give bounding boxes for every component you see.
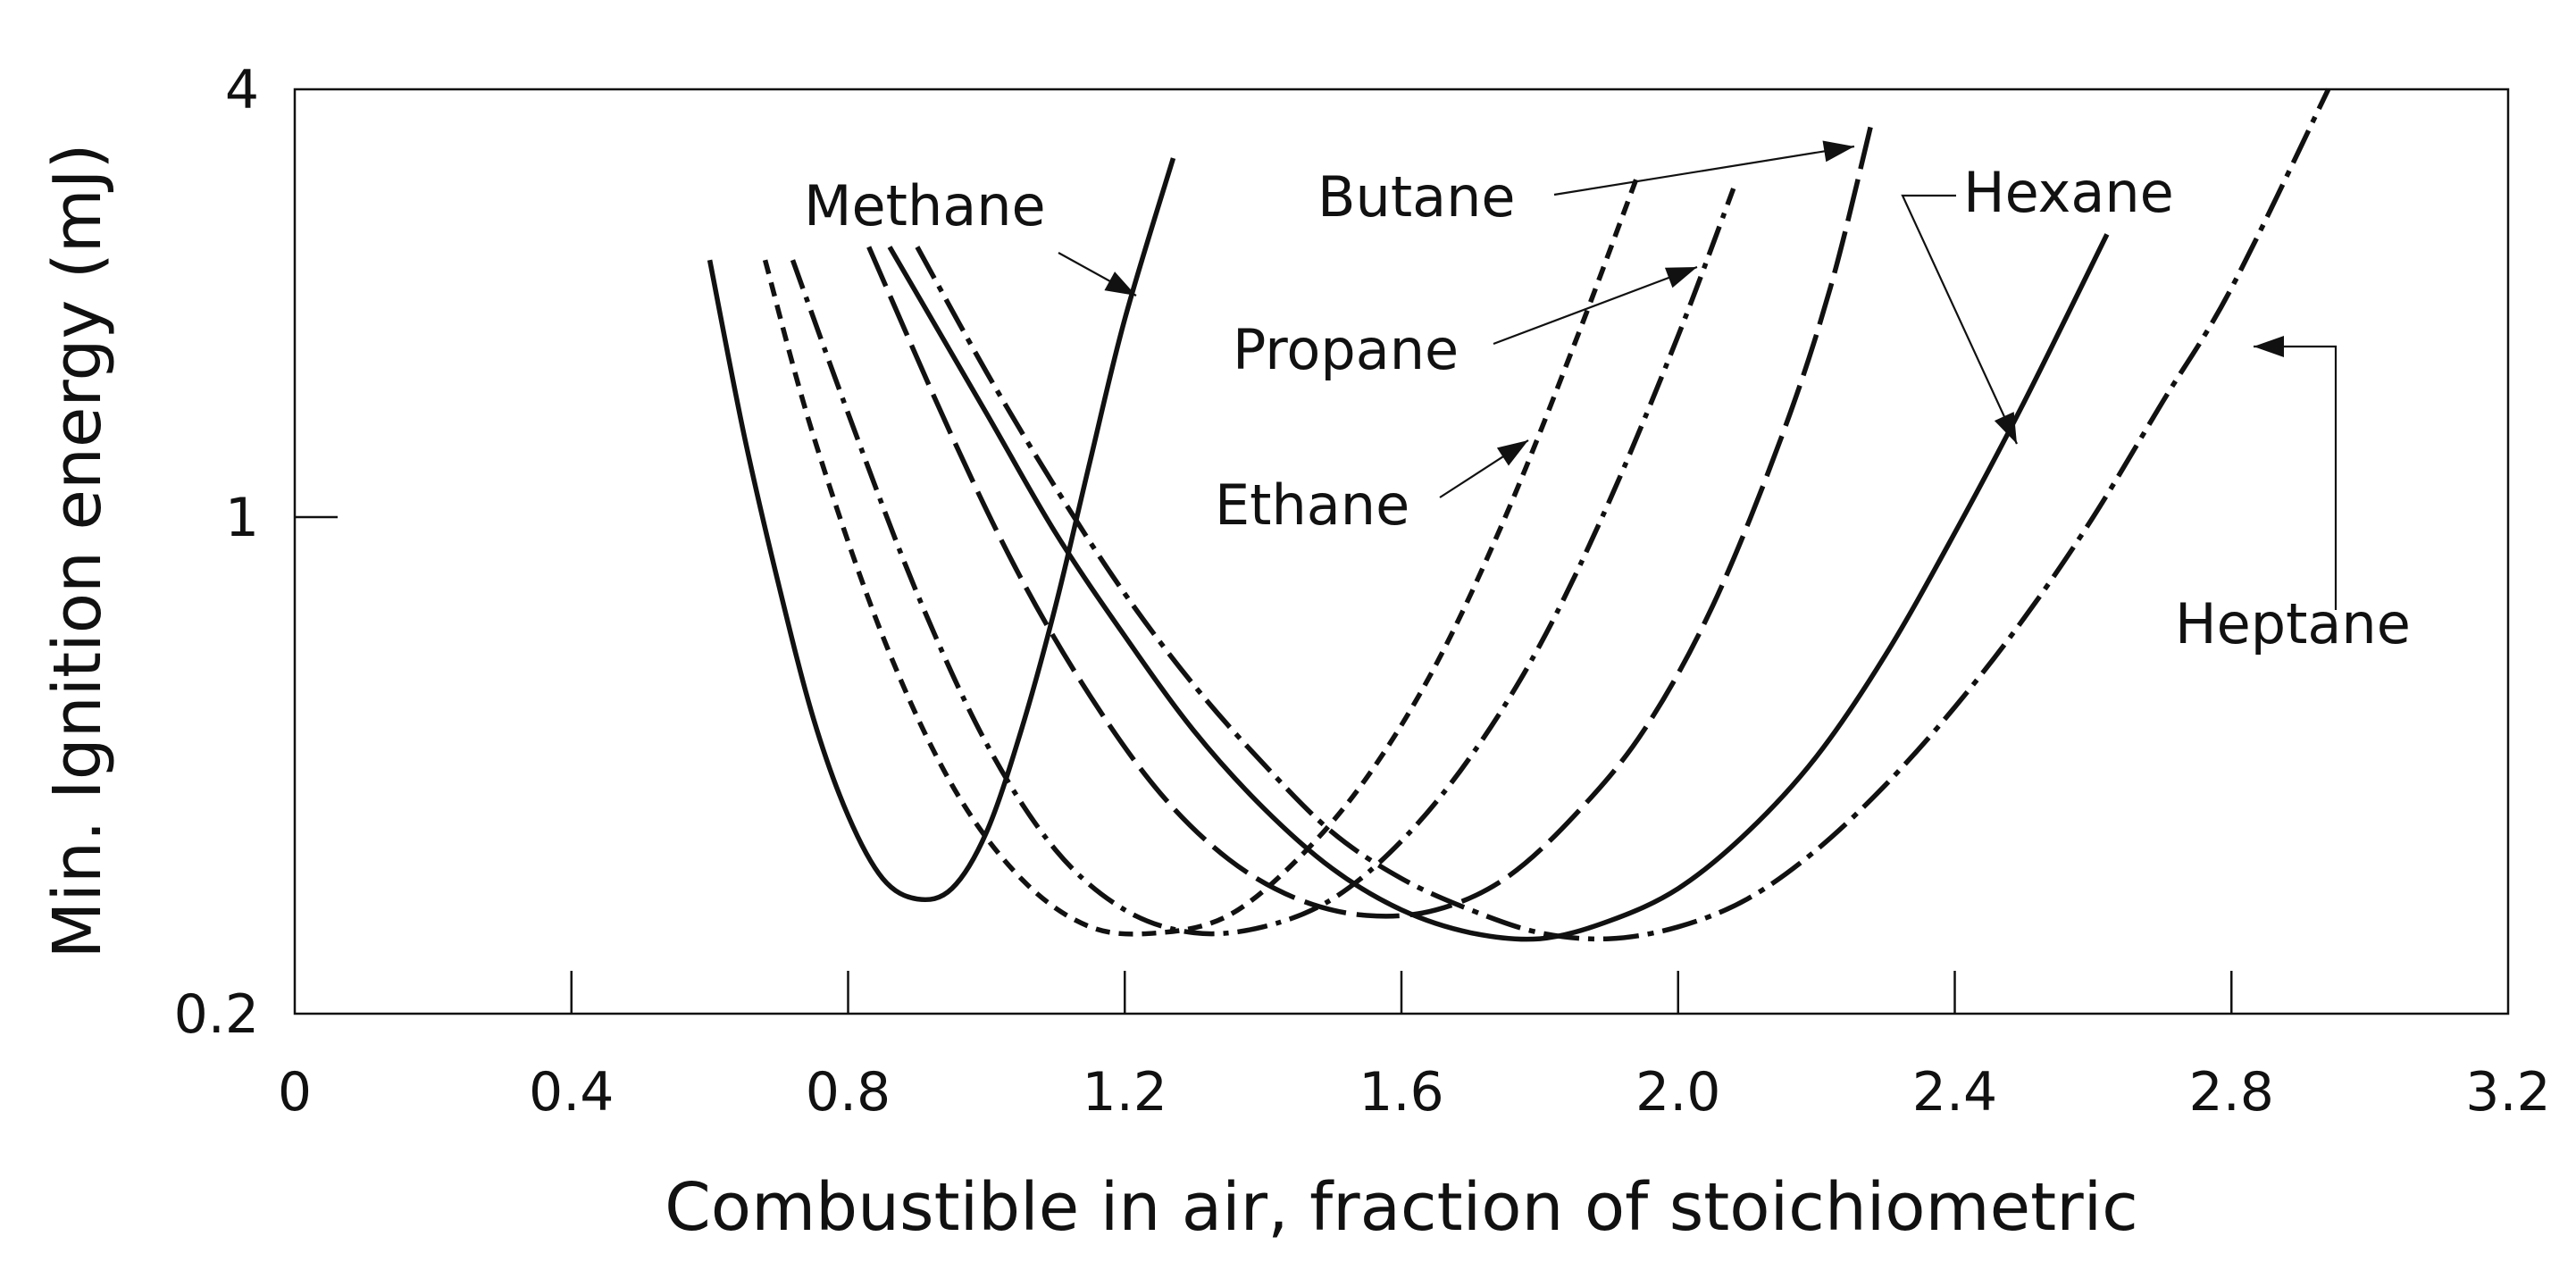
x-tick-label: 1.6 [1359, 1061, 1443, 1124]
series-line-methane [707, 157, 1176, 903]
series-label-propane: Propane [1233, 317, 1459, 382]
series-line-heptane [915, 88, 2331, 942]
y-axis-title: Min. Ignition energy (mJ) [39, 144, 116, 959]
series-line-propane [790, 188, 1736, 937]
x-tick-label: 3.2 [2465, 1061, 2550, 1124]
x-tick-label: 0.8 [806, 1061, 891, 1124]
leader-propane-arrowhead [1664, 267, 1697, 288]
leader-butane [1553, 145, 1855, 196]
x-tick-label: 2.0 [1635, 1061, 1720, 1124]
series-label-heptane: Heptane [2175, 591, 2411, 656]
leader-ethane-arrowhead [1496, 440, 1528, 466]
x-tick-label: 0 [278, 1061, 312, 1124]
y-axis-ticks: 0.2 1 4 [174, 59, 338, 1046]
x-tick-label: 2.4 [1912, 1061, 1997, 1124]
plot-frame [293, 88, 2510, 1015]
series-label-hexane: Hexane [1963, 160, 2174, 225]
leader-hexane-arrowhead [1994, 412, 2017, 444]
x-axis-ticks: 0 0.4 0.8 1.2 1.6 2.0 2.4 2.8 3.2 [278, 971, 2551, 1124]
series-label-methane: Methane [804, 173, 1046, 238]
leader-butane-arrowhead [1822, 140, 1854, 163]
leader-propane [1493, 265, 1698, 346]
leader-hexane [1901, 194, 2018, 445]
x-tick-label: 2.8 [2189, 1061, 2274, 1124]
y-tick-label: 1 [225, 487, 259, 549]
x-tick-label: 0.4 [529, 1061, 614, 1124]
series-label-ethane: Ethane [1215, 472, 1409, 538]
leader-methane-arrowhead [1104, 272, 1136, 296]
x-axis-title: Combustible in air, fraction of stoichio… [665, 1169, 2138, 1246]
series-line-hexane [887, 233, 2110, 942]
leader-heptane-arrowhead [2254, 336, 2284, 357]
x-tick-label: 1.2 [1083, 1061, 1167, 1124]
y-tick-label: 4 [225, 59, 259, 121]
series-label-butane: Butane [1317, 164, 1516, 230]
series-label-leaders [1058, 140, 2338, 610]
y-tick-label: 0.2 [174, 983, 259, 1046]
series-curves [707, 88, 2331, 942]
